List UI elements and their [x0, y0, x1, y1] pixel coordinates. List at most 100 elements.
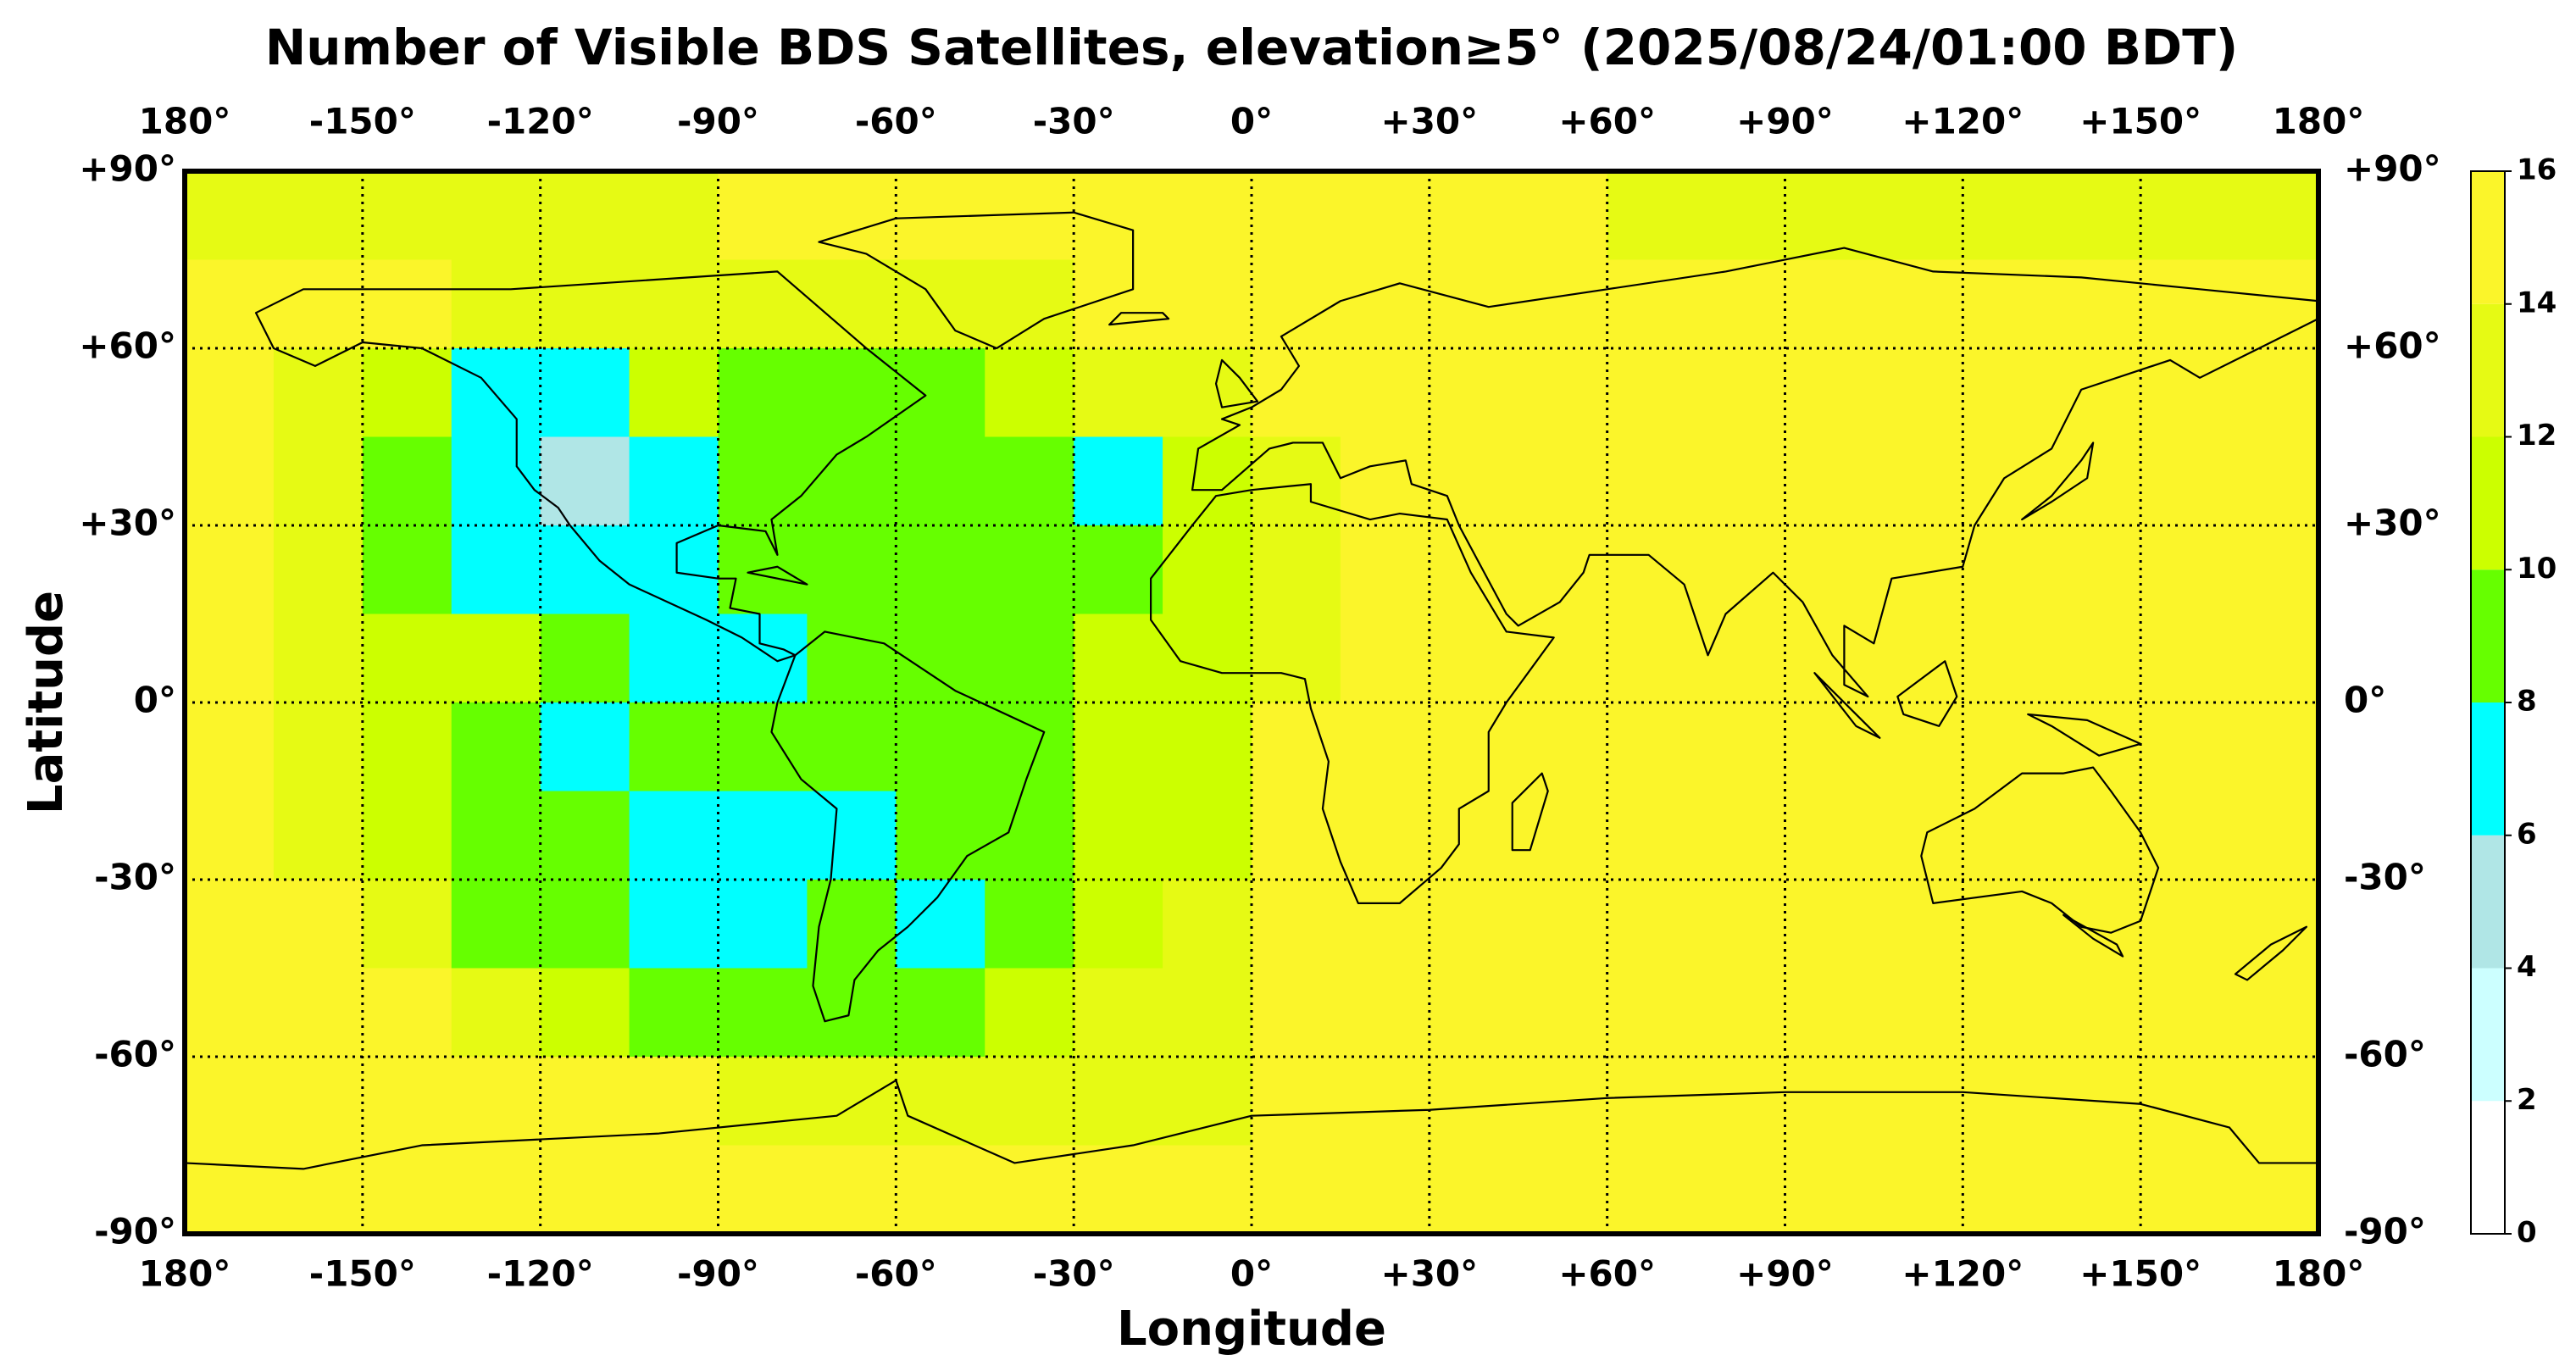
heatmap-cell — [273, 171, 364, 261]
heatmap-cell — [1163, 968, 1252, 1058]
heatmap-cell — [985, 436, 1074, 526]
x-tick-label: +120° — [1901, 1253, 2024, 1295]
heatmap-cell — [2051, 171, 2141, 261]
heatmap-cell — [2051, 259, 2141, 349]
heatmap-cell — [1874, 1145, 1963, 1235]
heatmap-cell — [451, 702, 541, 792]
y-tick-label: +90° — [79, 148, 176, 190]
heatmap-cell — [1518, 436, 1608, 526]
heatmap-cell — [1074, 614, 1163, 703]
heatmap-cell — [1074, 525, 1163, 615]
heatmap-cell — [1785, 348, 1875, 438]
colorbar-segment — [2471, 171, 2505, 304]
heatmap-cell — [1252, 614, 1341, 703]
heatmap-cell — [1163, 525, 1252, 615]
x-tick-label: 180° — [2273, 1253, 2365, 1295]
axes: 180° 180° -150° -150° -120° -120° -90° -90° -60°… — [79, 101, 2440, 1295]
heatmap-cell — [2051, 525, 2141, 615]
heatmap-cell — [540, 259, 630, 349]
heatmap-cell — [362, 171, 452, 261]
colorbar-tick-label: 14 — [2517, 286, 2557, 319]
heatmap-cell — [185, 880, 275, 969]
heatmap-cell — [185, 525, 275, 615]
heatmap-cell — [1607, 259, 1697, 349]
heatmap-cell — [1518, 614, 1608, 703]
heatmap-cell — [1340, 702, 1430, 792]
heatmap-cell — [1785, 525, 1875, 615]
heatmap-cell — [1074, 791, 1163, 880]
heatmap-cell — [1963, 171, 2052, 261]
heatmap-cell — [185, 259, 275, 349]
heatmap-cell — [2051, 791, 2141, 880]
heatmap-cell — [1607, 525, 1697, 615]
heatmap-cell — [2140, 1145, 2230, 1235]
heatmap-cell — [1607, 171, 1697, 261]
heatmap-cell — [2140, 880, 2230, 969]
heatmap-cell — [985, 702, 1074, 792]
heatmap-cell — [1607, 1057, 1697, 1147]
heatmap-cell — [540, 614, 630, 703]
heatmap-cell — [1963, 702, 2052, 792]
heatmap-cell — [1607, 1145, 1697, 1235]
heatmap-cell — [2229, 259, 2319, 349]
heatmap-cell — [1340, 614, 1430, 703]
heatmap-cell — [362, 614, 452, 703]
heatmap-cell — [629, 348, 719, 438]
heatmap-cell — [451, 791, 541, 880]
heatmap-cell — [1429, 436, 1519, 526]
heatmap-cell — [1429, 171, 1519, 261]
heatmap-cell — [896, 614, 985, 703]
x-tick-label: +30° — [1381, 101, 1479, 142]
heatmap-cell — [1963, 880, 2052, 969]
heatmap-cell — [273, 791, 364, 880]
colorbar-tick-label: 0 — [2517, 1216, 2537, 1250]
heatmap-cell — [273, 880, 364, 969]
heatmap-cell — [2229, 436, 2319, 526]
heatmap-cell — [451, 1057, 541, 1147]
x-tick-label: -120° — [487, 101, 594, 142]
x-tick-label: -30° — [1033, 101, 1115, 142]
heatmap-cell — [1340, 436, 1430, 526]
heatmap-cell — [985, 259, 1074, 349]
heatmap-cell — [2229, 614, 2319, 703]
heatmap-cell — [1874, 171, 1963, 261]
heatmap-cell — [1785, 436, 1875, 526]
heatmap-cell — [1696, 614, 1786, 703]
heatmap-cell — [1518, 702, 1608, 792]
heatmap-cell — [1785, 880, 1875, 969]
heatmap-cell — [1696, 702, 1786, 792]
heatmap-cell — [185, 171, 275, 261]
x-tick-label: 180° — [139, 1253, 231, 1295]
heatmap — [185, 171, 2319, 1235]
heatmap-cell — [1607, 614, 1697, 703]
heatmap-cell — [273, 702, 364, 792]
heatmap-cell — [362, 880, 452, 969]
x-tick-label: 180° — [139, 101, 231, 142]
heatmap-cell — [718, 1057, 808, 1147]
heatmap-cell — [718, 614, 808, 703]
heatmap-cell — [1518, 171, 1608, 261]
heatmap-cell — [807, 614, 897, 703]
heatmap-cell — [362, 791, 452, 880]
heatmap-cell — [1874, 614, 1963, 703]
x-tick-label: +60° — [1558, 1253, 1656, 1295]
heatmap-cell — [1340, 1145, 1430, 1235]
heatmap-cell — [718, 171, 808, 261]
heatmap-cell — [2140, 614, 2230, 703]
heatmap-cell — [1429, 614, 1519, 703]
heatmap-cell — [1874, 968, 1963, 1058]
heatmap-cell — [1429, 1145, 1519, 1235]
y-tick-label: +30° — [79, 503, 176, 544]
heatmap-cell — [2229, 791, 2319, 880]
heatmap-cell — [629, 436, 719, 526]
heatmap-cell — [2140, 1057, 2230, 1147]
colorbar-segment — [2471, 569, 2505, 702]
heatmap-cell — [1696, 171, 1786, 261]
heatmap-cell — [629, 702, 719, 792]
heatmap-cell — [2051, 348, 2141, 438]
heatmap-cell — [2140, 259, 2230, 349]
heatmap-cell — [718, 791, 808, 880]
heatmap-cell — [451, 171, 541, 261]
heatmap-cell — [273, 348, 364, 438]
